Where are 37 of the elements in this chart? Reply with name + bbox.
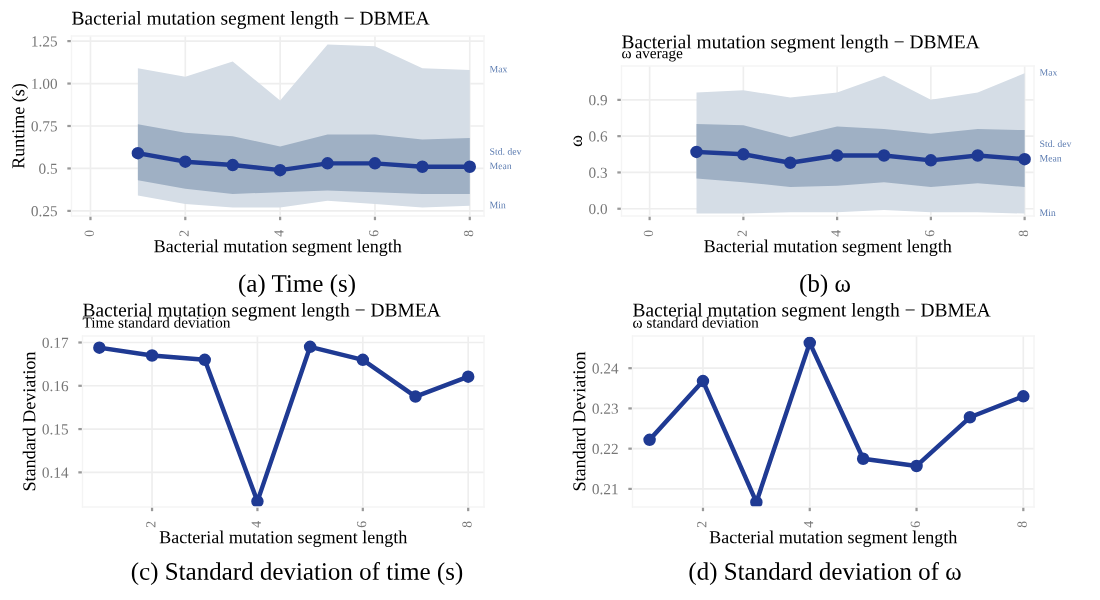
point [910, 459, 923, 473]
x-axis-title: Bacterial mutation segment length [154, 239, 402, 257]
x-axis-title: Bacterial mutation segment length [704, 239, 952, 257]
point [321, 157, 334, 170]
point [803, 336, 817, 350]
point [643, 433, 656, 447]
text: (a) Time (s) [239, 274, 355, 297]
y-axis-title: Standard Deviation [572, 351, 586, 491]
point [856, 452, 870, 465]
chart-title: Bacterial mutation segment length − DBMEA [72, 11, 430, 29]
point [273, 163, 287, 177]
point [409, 390, 422, 403]
point [179, 155, 192, 168]
x-axis-title: Bacterial mutation segment length [159, 530, 408, 548]
chart-title: Bacterial mutation segment length − DBMEA [622, 34, 980, 53]
point [226, 158, 239, 172]
point [131, 146, 145, 160]
point [416, 160, 429, 174]
point [461, 370, 475, 383]
point [963, 411, 977, 424]
point [368, 157, 382, 170]
y-axis-title: ω [573, 135, 583, 147]
y-axis-title: Runtime (s) [11, 83, 29, 169]
point [93, 341, 106, 354]
point [303, 340, 317, 354]
point [696, 374, 710, 388]
text: (b) ω [800, 274, 850, 297]
point [198, 353, 211, 367]
text: (d) Standard deviation of ω [689, 562, 961, 585]
point [356, 353, 370, 367]
y-axis-title: Standard Deviation [22, 351, 36, 491]
point [251, 495, 264, 507]
x-axis-title: Bacterial mutation segment length [709, 530, 958, 548]
text: (c) Standard deviation of time (s) [131, 562, 463, 585]
point [1017, 390, 1030, 403]
point [463, 160, 477, 174]
point [145, 349, 159, 362]
